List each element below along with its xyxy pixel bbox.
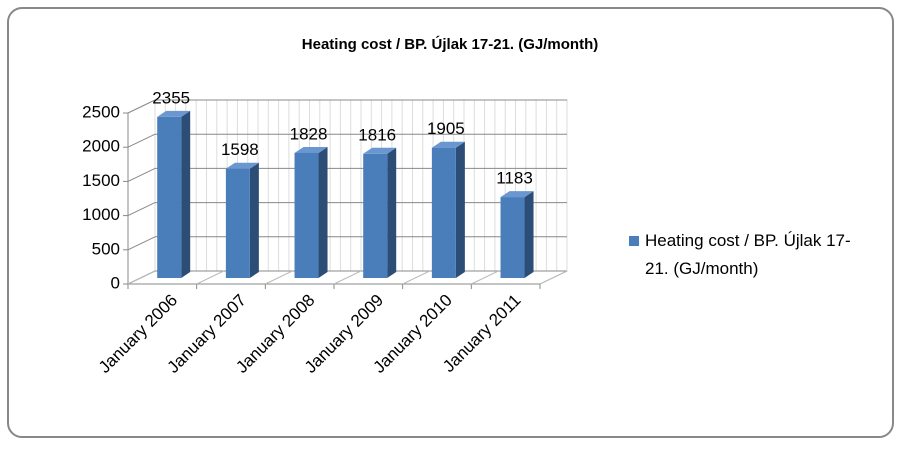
value-label: 1598	[221, 140, 259, 159]
y-tick-label: 0	[111, 273, 120, 292]
value-label: 1828	[290, 124, 328, 143]
grid-line	[127, 133, 156, 148]
y-tick-label: 1500	[82, 171, 120, 190]
bar-top	[294, 146, 328, 153]
chart-title: Heating cost / BP. Újlak 17-21. (GJ/mont…	[302, 35, 598, 53]
floor-line	[265, 270, 293, 285]
floor-line	[539, 270, 568, 285]
bar	[363, 153, 388, 278]
bar-side	[249, 162, 259, 278]
legend-swatch	[629, 236, 639, 246]
bar-side	[524, 191, 534, 278]
y-tick-label: 500	[92, 239, 120, 258]
bar-side	[387, 147, 397, 278]
bar-top	[157, 110, 191, 117]
grid-line	[127, 236, 156, 251]
bar	[431, 147, 456, 278]
floor-line	[471, 270, 499, 285]
grid-line	[127, 202, 156, 217]
bar	[500, 197, 525, 278]
bar-top	[225, 162, 259, 169]
value-label: 1905	[427, 119, 465, 138]
value-label: 1183	[496, 169, 533, 188]
bar	[157, 116, 182, 278]
y-tick-label: 1000	[82, 205, 120, 224]
bar-top	[363, 147, 397, 154]
bar-top	[500, 191, 534, 198]
bar-side	[318, 146, 328, 278]
y-tick-label: 2000	[82, 137, 120, 156]
floor-line	[333, 270, 362, 285]
grid-line	[127, 99, 156, 114]
floor-line	[196, 270, 224, 285]
bar	[294, 152, 319, 278]
y-tick-label: 2500	[82, 102, 120, 121]
bar-top	[431, 141, 465, 148]
bar-side	[181, 110, 191, 278]
value-label: 2355	[152, 88, 190, 107]
floor-line	[127, 270, 156, 285]
legend-label: Heating cost / BP. Újlak 17-21. (GJ/mont…	[645, 231, 851, 278]
grid-line	[127, 167, 156, 182]
bar	[225, 168, 250, 278]
floor-line	[402, 270, 430, 285]
value-label: 1816	[358, 125, 396, 144]
bar-side	[455, 141, 465, 278]
